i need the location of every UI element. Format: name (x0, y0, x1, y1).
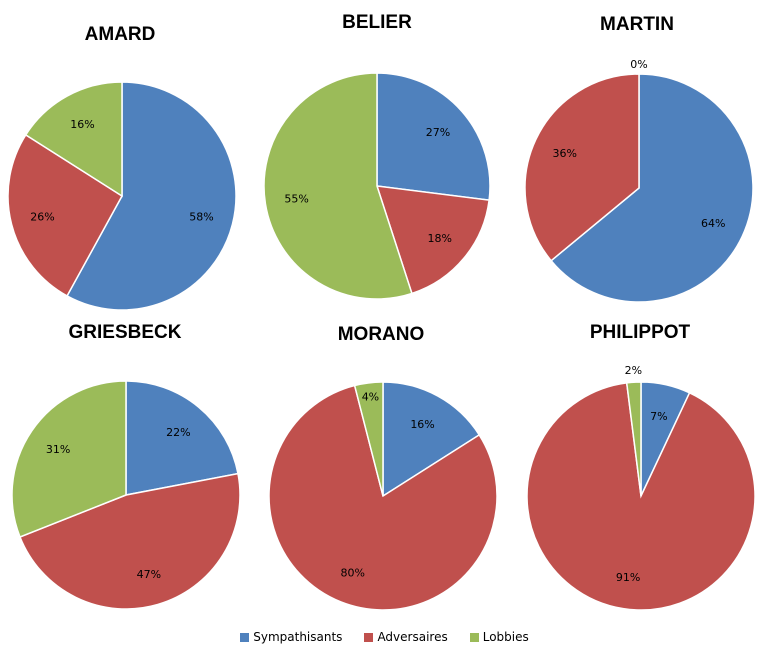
pie-griesbeck-title: GRIESBECK (69, 322, 182, 343)
pie-belier-slice-sympathisants (376, 72, 491, 202)
pie-martin-label-lobbies: 0% (630, 58, 647, 71)
pie-belier-label-adversaires: 18% (427, 232, 451, 245)
legend-label-lobbies: Lobbies (482, 630, 529, 644)
pie-belier-label-lobbies: 55% (284, 193, 308, 206)
pie-philippot-label-sympathisants: 7% (650, 410, 667, 423)
pie-martin-slice-sympathisants (550, 73, 754, 303)
pie-griesbeck-label-sympathisants: 22% (166, 426, 190, 439)
pie-martin-title: MARTIN (600, 14, 674, 35)
pie-amard-slice-adversaires (7, 133, 123, 297)
pie-martin-slice-adversaires (524, 73, 640, 262)
pie-belier-label-sympathisants: 27% (426, 126, 450, 139)
pie-amard-label-sympathisants: 58% (189, 210, 213, 223)
pie-martin-label-adversaires: 36% (553, 147, 577, 160)
legend-item-lobbies: Lobbies (469, 630, 529, 644)
legend-swatch-adversaires (364, 632, 374, 642)
legend-swatch-lobbies (469, 632, 479, 642)
pie-martin-label-sympathisants: 64% (701, 217, 725, 230)
pie-amard-slice-sympathisants (66, 81, 237, 311)
pie-amard-label-adversaires: 26% (30, 210, 54, 223)
legend-label-adversaires: Adversaires (377, 630, 448, 644)
pie-belier-slice-adversaires (375, 185, 490, 295)
pie-philippot-title: PHILIPPOT (590, 322, 691, 343)
pie-griesbeck-label-lobbies: 31% (46, 443, 70, 456)
pie-griesbeck-slice-lobbies (11, 380, 127, 538)
legend-swatch-sympathisants (240, 632, 250, 642)
chart-legend: Sympathisants Adversaires Lobbies (0, 626, 769, 648)
pie-amard-title: AMARD (85, 24, 156, 45)
pie-morano-label-lobbies: 4% (362, 390, 379, 403)
pie-griesbeck-slice-adversaires (19, 472, 241, 610)
pie-belier-title: BELIER (342, 12, 412, 33)
pie-amard-label-lobbies: 16% (70, 118, 94, 131)
pie-morano-title: MORANO (338, 324, 425, 345)
pie-morano-slice-sympathisants (382, 381, 481, 498)
pie-morano-label-sympathisants: 16% (410, 418, 434, 431)
legend-item-adversaires: Adversaires (364, 630, 448, 644)
legend-label-sympathisants: Sympathisants (253, 630, 343, 644)
pie-philippot-slice-lobbies (625, 381, 642, 497)
pie-morano-label-adversaires: 80% (341, 566, 365, 579)
pie-amard-slice-lobbies (24, 81, 123, 198)
pie-griesbeck-label-adversaires: 47% (137, 568, 161, 581)
pie-griesbeck-slice-sympathisants (125, 380, 239, 496)
pie-morano-slice-lobbies (353, 381, 384, 497)
pie-morano-slice-adversaires (268, 384, 498, 611)
pie-philippot-label-lobbies: 2% (625, 364, 642, 377)
legend-item-sympathisants: Sympathisants (240, 630, 342, 644)
pie-philippot-slice-adversaires (526, 382, 756, 611)
pie-belier-slice-lobbies (263, 72, 413, 300)
pie-philippot-label-adversaires: 91% (616, 571, 640, 584)
